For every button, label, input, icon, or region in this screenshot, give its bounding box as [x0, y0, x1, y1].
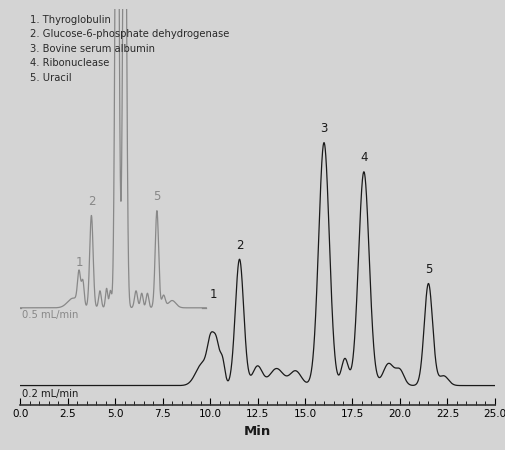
Text: 1. Thyroglobulin
2. Glucose-6-phosphate dehydrogenase
3. Bovine serum albumin
4.: 1. Thyroglobulin 2. Glucose-6-phosphate …	[30, 15, 229, 82]
Text: 1: 1	[75, 256, 83, 269]
Text: 1: 1	[210, 288, 218, 301]
Text: 2: 2	[236, 239, 243, 252]
Text: 5: 5	[425, 263, 432, 276]
Text: 5: 5	[153, 190, 161, 203]
Text: 3: 3	[320, 122, 328, 135]
X-axis label: Min: Min	[244, 425, 271, 438]
Text: 0.2 mL/min: 0.2 mL/min	[22, 389, 78, 399]
Text: 4: 4	[360, 152, 368, 165]
Text: 2: 2	[88, 195, 95, 208]
Text: 0.5 mL/min: 0.5 mL/min	[22, 310, 78, 320]
